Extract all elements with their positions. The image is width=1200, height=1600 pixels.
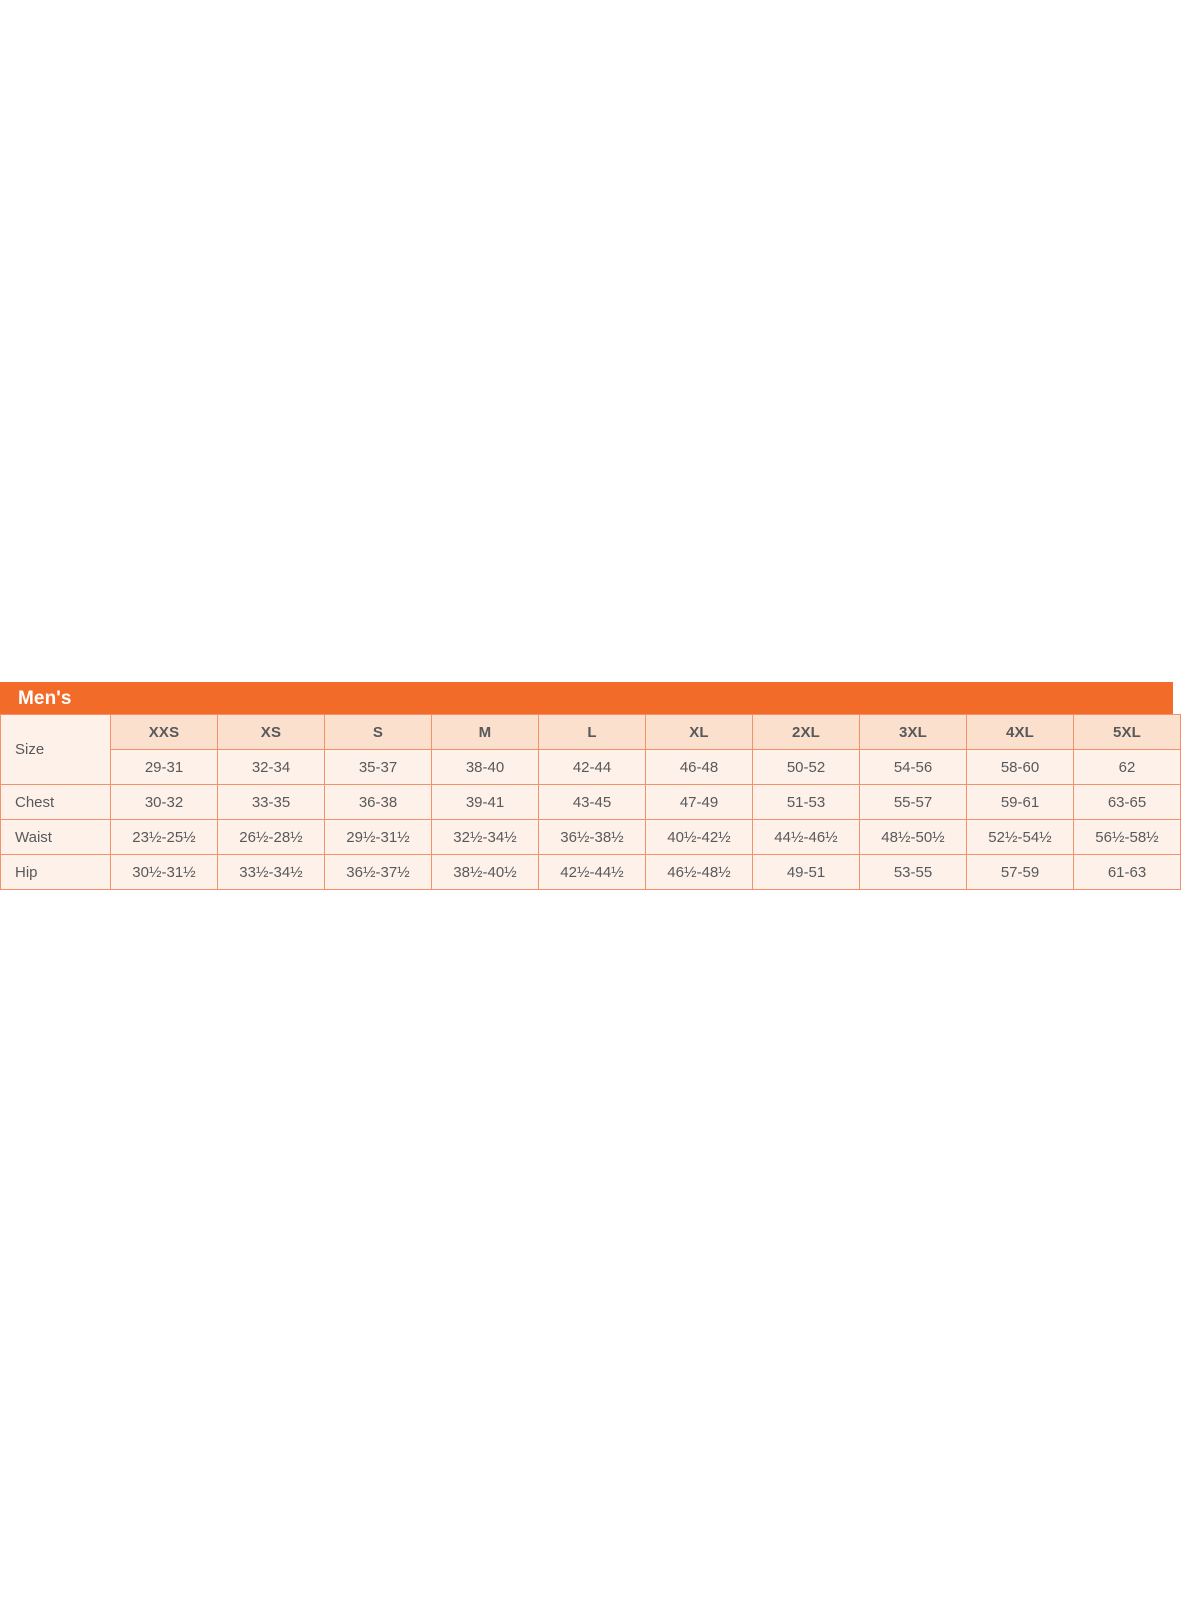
size-table-cell: 47-49 [645,784,753,820]
size-table-cell: 46-48 [645,749,753,785]
size-table-cell: 36½-37½ [324,854,432,890]
size-table-cell: 44½-46½ [752,819,860,855]
size-table-cell: 32½-34½ [431,819,539,855]
size-table-cell: 54-56 [859,749,967,785]
size-table-body: Chest 30-32 33-35 36-38 39-41 43-45 47-49 51-53… [0,784,1181,890]
size-table-cell: 30-32 [110,784,218,820]
table-row: Chest 30-32 33-35 36-38 39-41 43-45 47-49 51-53… [0,784,1181,820]
size-chart-table: Size XXS XS S M L XL 2XL 3XL 4XL 5XL 29-31 32-34 35… [0,714,1181,890]
size-table-cell: 36-38 [324,784,432,820]
size-table-cell: 53-55 [859,854,967,890]
size-table-cell: 36½-38½ [538,819,646,855]
size-table-cell: 38½-40½ [431,854,539,890]
size-table-cell: 42-44 [538,749,646,785]
size-table-cell: 23½-25½ [110,819,218,855]
size-table-head: Size XXS XS S M L XL 2XL 3XL 4XL 5XL 29-31 32-34 35… [0,714,1181,785]
size-table-cell: 46½-48½ [645,854,753,890]
size-table-cell: 63-65 [1073,784,1181,820]
size-table-cell: 58-60 [966,749,1074,785]
size-table-cell: 51-53 [752,784,860,820]
size-table-cell: 61-63 [1073,854,1181,890]
size-chart-title: Men's [18,687,72,709]
measurement-row-label: Waist [0,819,111,855]
size-table-cell: 32-34 [217,749,325,785]
size-chart: Men's Size XXS XS S M L XL 2XL 3XL 4XL 5XL 29-31 3… [0,682,1181,890]
size-column-header: 5XL [1073,714,1181,750]
size-table-cell: 29-31 [110,749,218,785]
size-table-cell: 42½-44½ [538,854,646,890]
size-table-cell: 26½-28½ [217,819,325,855]
size-row-header-label: Size [0,714,111,785]
size-table-cell: 40½-42½ [645,819,753,855]
size-table-cell: 62 [1073,749,1181,785]
size-table-cell: 39-41 [431,784,539,820]
size-column-header: XL [645,714,753,750]
table-row: Waist 23½-25½ 26½-28½ 29½-31½ 32½-34½ 36½-38½… [0,819,1181,855]
size-table-cell: 55-57 [859,784,967,820]
size-table-cell: 57-59 [966,854,1074,890]
size-column-header: 4XL [966,714,1074,750]
size-table-cell: 43-45 [538,784,646,820]
size-column-header: S [324,714,432,750]
size-column-header: 3XL [859,714,967,750]
size-table-cell: 29½-31½ [324,819,432,855]
size-table-cell: 38-40 [431,749,539,785]
size-table-cell: 59-61 [966,784,1074,820]
size-table-cell: 50-52 [752,749,860,785]
table-row: Hip 30½-31½ 33½-34½ 36½-37½ 38½-40½ 42½-44½ 46… [0,854,1181,890]
size-table-cell: 30½-31½ [110,854,218,890]
size-chart-banner: Men's [0,682,1173,714]
size-column-header: 2XL [752,714,860,750]
size-table-cell: 56½-58½ [1073,819,1181,855]
measurement-row-label: Hip [0,854,111,890]
size-column-header: XXS [110,714,218,750]
size-column-header: M [431,714,539,750]
size-column-header: L [538,714,646,750]
size-table-cell: 52½-54½ [966,819,1074,855]
size-first-data-row: 29-31 32-34 35-37 38-40 42-44 46-48 50-52 54-56… [1,749,1181,785]
size-table-cell: 48½-50½ [859,819,967,855]
measurement-row-label: Chest [0,784,111,820]
size-table-cell: 35-37 [324,749,432,785]
size-table-cell: 33½-34½ [217,854,325,890]
size-column-header: XS [217,714,325,750]
size-table-cell: 49-51 [752,854,860,890]
size-header-row: Size XXS XS S M L XL 2XL 3XL 4XL 5XL [0,714,1181,785]
size-table-cell: 33-35 [217,784,325,820]
